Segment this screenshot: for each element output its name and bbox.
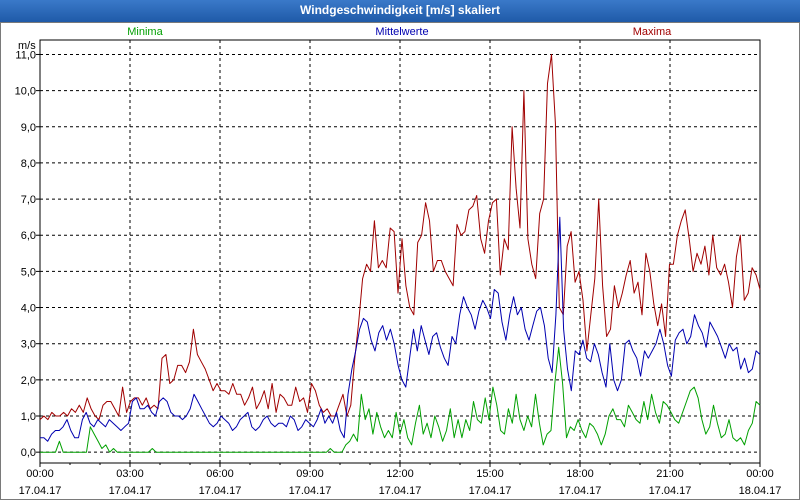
- series-line-mittelwerte: [40, 216, 761, 442]
- legend-minima: Minima: [127, 26, 163, 38]
- x-tick-time: 00:00: [746, 468, 774, 480]
- window-title: Windgeschwindigkeit [m/s] skaliert: [300, 3, 500, 17]
- y-tick-label: 3,0: [21, 339, 36, 351]
- x-tick-date: 17.04.17: [379, 485, 422, 497]
- x-tick-time: 21:00: [656, 468, 684, 480]
- y-tick-label: 5,0: [21, 266, 36, 278]
- axes: [36, 39, 761, 467]
- y-tick-label: 10,0: [15, 86, 36, 98]
- y-tick-label: 4,0: [21, 303, 36, 315]
- x-tick-date: 17.04.17: [649, 485, 692, 497]
- x-tick-date: 17.04.17: [289, 485, 332, 497]
- y-tick-label: 11,0: [15, 49, 36, 61]
- legend-mittelwerte: Mittelwerte: [375, 26, 428, 38]
- x-tick-date: 17.04.17: [19, 485, 62, 497]
- x-tick-time: 12:00: [386, 468, 414, 480]
- x-tick-date: 17.04.17: [199, 485, 242, 497]
- x-tick-time: 00:00: [26, 468, 54, 480]
- plot-border: [39, 39, 761, 464]
- x-tick-date: 17.04.17: [469, 485, 512, 497]
- y-tick-labels: 0,0 1,0 2,0 3,0 4,0 5,0 6,0 7,0 8,0 9,0 10,0 11,0: [15, 49, 36, 459]
- y-tick-label: 1,0: [21, 411, 36, 423]
- x-tick-time: 18:00: [566, 468, 594, 480]
- grid: [40, 40, 760, 463]
- x-tick-time: 03:00: [116, 468, 144, 480]
- y-tick-label: 2,0: [21, 375, 36, 387]
- series-lines: [39, 54, 761, 453]
- y-tick-label: 7,0: [21, 194, 36, 206]
- y-tick-label: 9,0: [21, 122, 36, 134]
- y-axis-unit: m/s: [18, 40, 36, 52]
- y-tick-label: 0,0: [21, 447, 36, 459]
- x-tick-time: 09:00: [296, 468, 324, 480]
- x-tick-time: 06:00: [206, 468, 234, 480]
- series-line-maxima: [39, 54, 761, 421]
- legend-maxima: Maxima: [633, 26, 672, 38]
- x-tick-date: 17.04.17: [109, 485, 152, 497]
- x-tick-date: 17.04.17: [559, 485, 602, 497]
- window-title-bar: Windgeschwindigkeit [m/s] skaliert: [0, 0, 800, 23]
- y-tick-label: 8,0: [21, 158, 36, 170]
- x-tick-labels: 00:00 17.04.17 03:00 17.04.17 06:00 17.04.17 0…: [19, 468, 782, 497]
- y-tick-label: 6,0: [21, 230, 36, 242]
- series-line-minima: [40, 346, 761, 453]
- wind-speed-chart: 0,0 1,0 2,0 3,0 4,0 5,0 6,0 7,0 8,0 9,0 10,0 11,0 0…: [15, 26, 782, 497]
- x-tick-date: 18.04.17: [739, 485, 782, 497]
- x-tick-time: 15:00: [476, 468, 504, 480]
